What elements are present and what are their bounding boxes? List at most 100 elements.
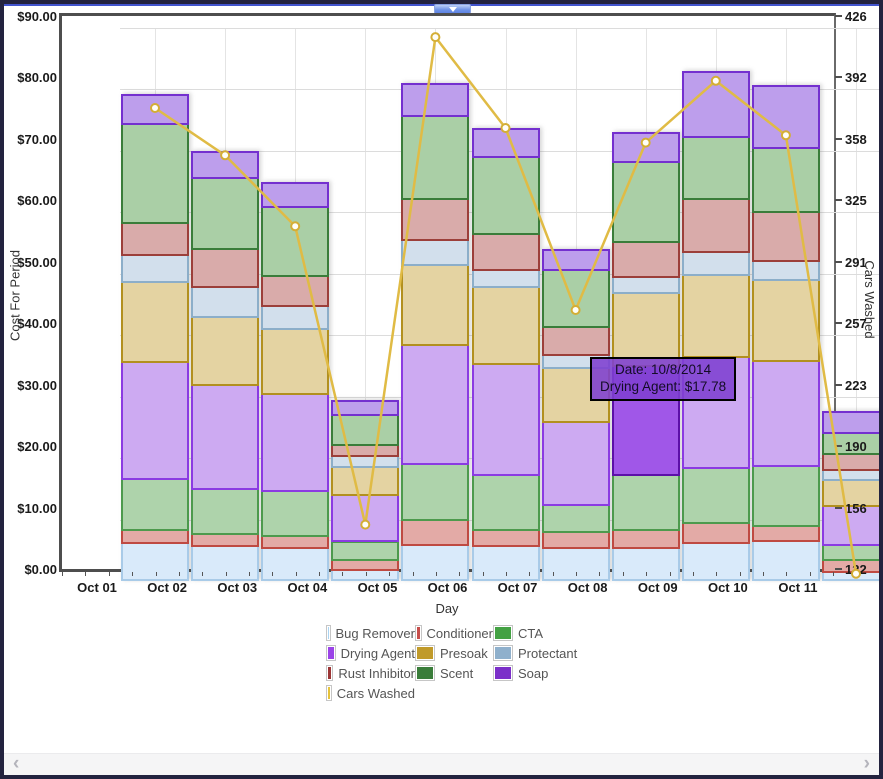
x-axis-minor-tick <box>529 572 531 576</box>
right-axis-tick <box>835 445 842 448</box>
line-point[interactable] <box>360 519 371 530</box>
y-axis-tick-label: $90.00 <box>17 9 57 24</box>
legend-swatch <box>326 665 334 681</box>
bar-segment[interactable] <box>401 83 470 118</box>
bar-segment[interactable] <box>471 286 540 365</box>
line-point[interactable] <box>220 150 231 161</box>
line-point[interactable] <box>570 305 581 315</box>
x-axis-title: Day <box>435 601 459 616</box>
x-axis-minor-tick <box>599 572 601 576</box>
bar-segment[interactable] <box>401 343 470 465</box>
vertical-gridline <box>856 28 857 581</box>
line-point[interactable] <box>500 123 511 133</box>
x-axis-minor-tick <box>342 572 344 576</box>
bar-segment[interactable] <box>121 361 189 480</box>
x-axis-tick-label: Oct 07 <box>497 580 538 595</box>
bar-segment[interactable] <box>261 393 330 493</box>
x-axis-minor-tick <box>319 572 320 576</box>
horizontal-gridline <box>120 28 879 29</box>
scroll-left-icon[interactable]: ‹ <box>13 753 20 774</box>
right-axis-tick-label: 190 <box>845 439 867 455</box>
right-axis-tick-label: 325 <box>845 193 867 209</box>
bar-segment[interactable] <box>471 473 540 531</box>
x-axis-minor-tick <box>739 572 741 576</box>
legend-item[interactable]: Presoak <box>415 645 493 661</box>
x-axis-minor-tick <box>225 572 227 576</box>
bar-segment[interactable] <box>751 278 820 363</box>
bar-segment[interactable] <box>681 197 750 253</box>
vertical-gridline <box>365 28 367 581</box>
line-point[interactable] <box>150 103 160 113</box>
y-axis-tick-label: $80.00 <box>17 70 57 86</box>
bar-oct-01 <box>121 28 189 581</box>
bar-segment[interactable] <box>751 540 820 581</box>
right-axis-tick-label: 358 <box>845 131 867 147</box>
bar-segment[interactable] <box>611 160 680 243</box>
right-axis-tick <box>835 137 842 140</box>
legend: Bug Remover Conditioner CTA Drying Agent Pre… <box>326 623 588 703</box>
x-axis-minor-tick <box>576 572 577 576</box>
bar-segment[interactable] <box>401 115 470 200</box>
bar-oct-06 <box>471 28 540 581</box>
legend-item[interactable]: CTA <box>493 625 588 641</box>
bar-oct-05 <box>401 28 470 581</box>
legend-item[interactable]: Rust Inhibitor <box>326 665 415 681</box>
line-point[interactable] <box>640 137 651 148</box>
cars-washed-line-layer <box>150 32 861 579</box>
line-point[interactable] <box>430 32 441 43</box>
x-axis-minor-tick <box>435 572 437 576</box>
x-axis-minor-tick <box>459 572 461 576</box>
legend-item[interactable]: Soap <box>493 665 588 681</box>
right-axis-tick-label: 291 <box>845 254 867 270</box>
x-axis-minor-tick <box>622 572 624 576</box>
horizontal-scrollbar[interactable]: ‹ › <box>4 753 879 775</box>
legend-label: Cars Washed <box>336 685 415 701</box>
y-axis-tick-label: $20.00 <box>17 439 57 455</box>
legend-swatch <box>326 645 336 661</box>
legend-item[interactable]: Cars Washed <box>326 685 415 701</box>
bar-segment[interactable] <box>261 327 330 395</box>
line-point[interactable] <box>710 75 721 86</box>
legend-item[interactable]: Bug Remover <box>326 625 415 641</box>
scroll-right-icon[interactable]: › <box>863 753 870 774</box>
legend-item[interactable]: Scent <box>415 665 493 681</box>
x-axis-tick-label: Oct 08 <box>567 580 608 595</box>
bar-oct-10 <box>751 28 820 581</box>
y-axis-tick-label: $0.00 <box>24 562 57 577</box>
x-axis-minor-tick <box>365 572 367 576</box>
bar-segment[interactable] <box>822 411 879 435</box>
bar-segment[interactable] <box>471 233 540 271</box>
bar-segment[interactable] <box>751 360 820 467</box>
legend-swatch <box>326 625 331 641</box>
line-point[interactable] <box>851 568 861 579</box>
legend-item[interactable]: Drying Agent <box>326 645 415 661</box>
line-point[interactable] <box>290 221 301 232</box>
bar-segment[interactable] <box>681 467 750 524</box>
bar-segment[interactable] <box>822 479 879 508</box>
bar-segment[interactable] <box>191 176 260 250</box>
y-axis-tick-label: $10.00 <box>17 500 57 516</box>
legend-swatch <box>415 625 422 641</box>
legend-label: CTA <box>518 625 544 641</box>
x-axis-tick-label: Oct 02 <box>147 580 188 595</box>
x-axis-tick-label: Oct 09 <box>637 580 678 595</box>
bar-segment[interactable] <box>751 211 820 263</box>
bar-segment[interactable] <box>541 268 610 328</box>
y-axis-tick-label: $70.00 <box>17 131 57 147</box>
bar-segment[interactable] <box>191 384 260 490</box>
bar-segment[interactable] <box>611 291 680 367</box>
bar-segment[interactable] <box>401 263 470 346</box>
x-axis-tick-label: Oct 03 <box>217 580 258 595</box>
bar-segment[interactable] <box>261 206 330 277</box>
bar-segment[interactable] <box>401 197 470 241</box>
bar-segment[interactable] <box>191 487 260 536</box>
bar-segment[interactable] <box>401 463 470 521</box>
bar-segment[interactable] <box>541 421 610 506</box>
line-point[interactable] <box>780 130 791 141</box>
legend-item[interactable]: Protectant <box>493 645 588 661</box>
legend-item[interactable]: Conditioner <box>415 625 493 641</box>
bar-segment[interactable] <box>471 155 540 236</box>
bar-segment[interactable] <box>191 315 260 387</box>
cars-washed-line <box>154 33 858 574</box>
bar-segment[interactable] <box>121 281 189 363</box>
